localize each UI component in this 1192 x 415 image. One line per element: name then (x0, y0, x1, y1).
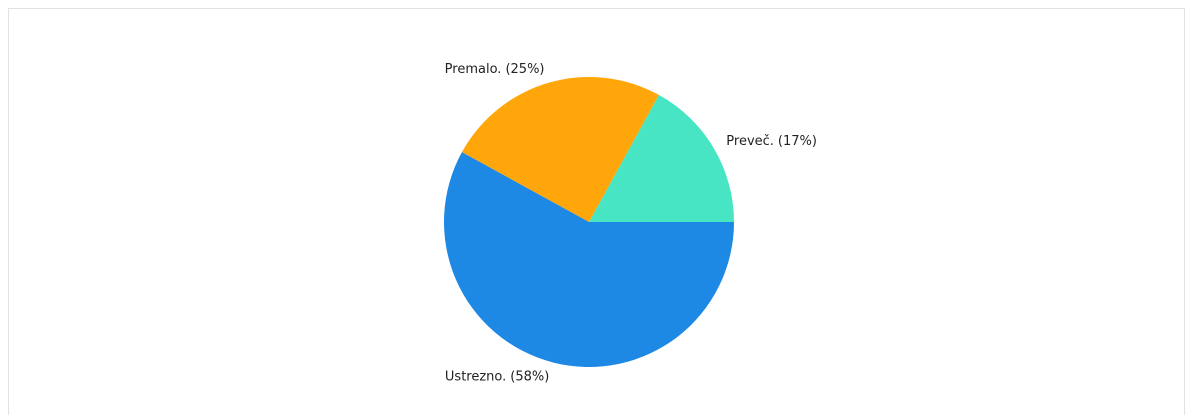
slice-label: Premalo. (25%) (445, 61, 545, 76)
slice-category: Preveč. (726, 133, 774, 148)
slice-label: Ustrezno. (58%) (445, 369, 549, 384)
pie-slice (444, 152, 734, 367)
slice-value-label: (17%) (778, 133, 817, 148)
pie-slice (589, 94, 734, 222)
pie-slice (461, 77, 659, 222)
slice-value-label: (25%) (505, 61, 544, 76)
slice-category: Ustrezno. (445, 369, 506, 384)
slice-label: Preveč. (17%) (726, 133, 817, 148)
slice-category: Premalo. (445, 61, 502, 76)
slice-value-label: (58%) (510, 369, 549, 384)
